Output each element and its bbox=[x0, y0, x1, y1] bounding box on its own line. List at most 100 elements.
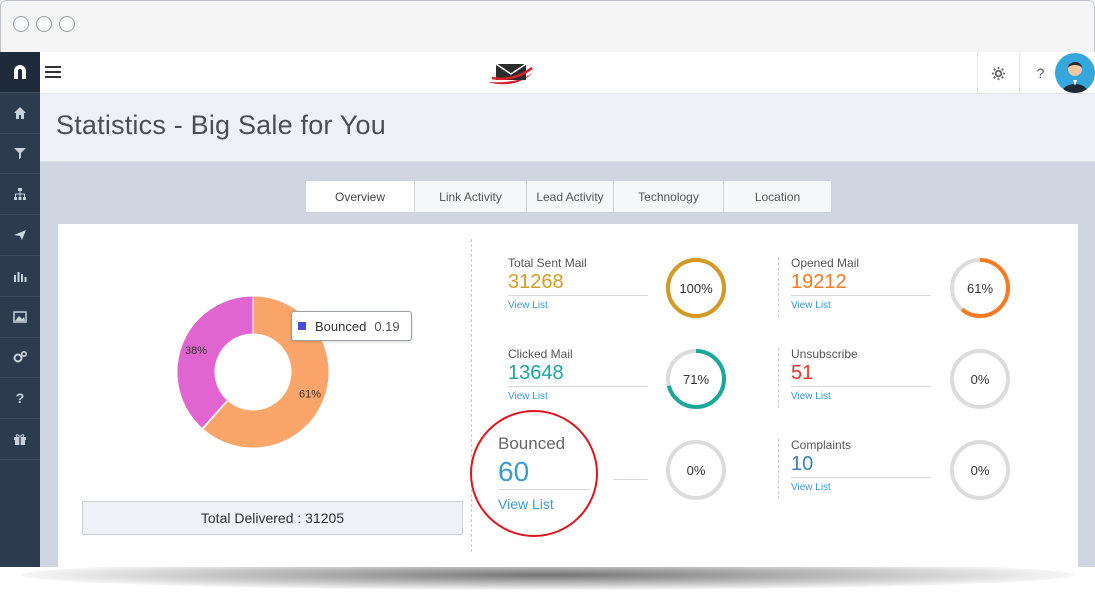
view-list-link[interactable]: View List bbox=[508, 391, 548, 402]
stat-label: Opened Mail bbox=[791, 256, 860, 270]
ring-percent-label: 71% bbox=[683, 372, 709, 387]
hamburger-menu-icon[interactable] bbox=[45, 66, 61, 78]
ring-progress bbox=[666, 349, 726, 409]
view-list-link[interactable]: View List bbox=[791, 391, 831, 402]
tab-bar: Overview Link Activity Lead Activity Tec… bbox=[305, 180, 832, 213]
ring-progress bbox=[666, 258, 726, 318]
tab-lead-activity[interactable]: Lead Activity bbox=[527, 181, 614, 212]
stat-complaints: Complaints 10 View List bbox=[791, 438, 931, 493]
stat-opened: Opened Mail 19212 View List bbox=[791, 256, 931, 311]
window-close-button[interactable] bbox=[13, 16, 29, 32]
stat-value: 31268 bbox=[508, 271, 564, 293]
ring-percent-label: 0% bbox=[971, 463, 990, 478]
window-titlebar bbox=[1, 1, 1094, 53]
donut-slice-other[interactable] bbox=[176, 295, 254, 430]
sidebar-item-campaigns[interactable] bbox=[0, 215, 40, 256]
ring-percent-label: 100% bbox=[679, 281, 713, 296]
view-list-link[interactable]: View List bbox=[791, 300, 831, 311]
donut-data-label: 38% bbox=[185, 345, 207, 357]
stat-underline bbox=[791, 295, 931, 296]
view-list-link[interactable]: View List bbox=[791, 482, 831, 493]
clicked-progress-ring: 71% bbox=[666, 349, 726, 409]
complaints-progress-ring: 0% bbox=[950, 440, 1010, 500]
user-avatar[interactable] bbox=[1055, 53, 1095, 93]
stat-label: Clicked Mail bbox=[508, 347, 573, 361]
stat-unsubscribe: Unsubscribe 51 View List bbox=[791, 347, 931, 402]
stat-label: Complaints bbox=[791, 438, 852, 452]
stat-underline bbox=[508, 295, 648, 296]
sidebar-item-gifts[interactable] bbox=[0, 419, 40, 460]
sidebar-item-settings[interactable] bbox=[0, 338, 40, 379]
help-button[interactable]: ? bbox=[1019, 52, 1061, 94]
ring-track bbox=[950, 349, 1010, 409]
settings-button[interactable] bbox=[977, 52, 1019, 94]
view-list-link[interactable]: View List bbox=[508, 300, 548, 311]
stat-underline bbox=[791, 386, 931, 387]
sidebar-item-home[interactable] bbox=[0, 93, 40, 134]
filter-icon bbox=[14, 148, 26, 160]
tab-overview[interactable]: Overview bbox=[306, 181, 415, 212]
app-logo-icon[interactable] bbox=[0, 52, 40, 93]
tab-technology[interactable]: Technology bbox=[614, 181, 724, 212]
ring-track bbox=[666, 440, 726, 500]
column-divider bbox=[778, 439, 779, 499]
chart-tooltip: Bounced 0.19 bbox=[291, 311, 412, 341]
stat-underline-extension bbox=[613, 479, 648, 480]
sidebar-item-hierarchy[interactable] bbox=[0, 174, 40, 216]
user-avatar-icon bbox=[1062, 62, 1088, 93]
stat-underline bbox=[791, 477, 931, 478]
stat-value: 19212 bbox=[791, 271, 847, 293]
cogs-icon bbox=[13, 351, 27, 363]
sidebar-item-statistics[interactable] bbox=[0, 256, 40, 297]
stat-value: 51 bbox=[791, 362, 814, 384]
ring-track bbox=[950, 440, 1010, 500]
stat-value: 13648 bbox=[508, 362, 564, 384]
stat-total-sent: Total Sent Mail 31268 View List bbox=[508, 256, 648, 311]
top-bar: ? bbox=[40, 52, 1095, 94]
help-button-label: ? bbox=[1036, 65, 1045, 81]
main-content: Overview Link Activity Lead Activity Tec… bbox=[40, 162, 1095, 567]
sent-progress-ring: 100% bbox=[666, 258, 726, 318]
tab-link-activity[interactable]: Link Activity bbox=[415, 181, 527, 212]
window-maximize-button[interactable] bbox=[59, 16, 75, 32]
ring-percent-label: 0% bbox=[971, 372, 990, 387]
gift-icon bbox=[14, 434, 26, 446]
ring-progress bbox=[950, 258, 1010, 318]
total-delivered: Total Delivered : 31205 bbox=[82, 501, 463, 535]
stat-label: Unsubscribe bbox=[791, 347, 858, 361]
sitemap-icon bbox=[14, 188, 26, 201]
home-icon bbox=[14, 106, 26, 119]
gear-icon bbox=[991, 66, 1006, 80]
window-minimize-button[interactable] bbox=[36, 16, 52, 32]
paper-plane-icon bbox=[14, 230, 26, 241]
vertical-divider bbox=[471, 239, 472, 552]
bar-chart-icon bbox=[14, 271, 27, 282]
sidebar: ? bbox=[0, 52, 40, 567]
stat-label: Total Sent Mail bbox=[508, 256, 587, 270]
column-divider bbox=[778, 257, 779, 317]
donut-data-label: 61% bbox=[299, 389, 321, 401]
opened-progress-ring: 61% bbox=[950, 258, 1010, 318]
stat-value: 10 bbox=[791, 453, 814, 475]
bounced-progress-ring: 0% bbox=[666, 440, 726, 500]
stat-clicked: Clicked Mail 13648 View List bbox=[508, 347, 648, 402]
page-title: Statistics - Big Sale for You bbox=[56, 110, 386, 140]
sidebar-item-help[interactable]: ? bbox=[0, 378, 40, 420]
image-icon bbox=[13, 310, 27, 323]
sidebar-item-images[interactable] bbox=[0, 297, 40, 338]
ring-percent-label: 61% bbox=[967, 281, 993, 296]
highlight-circle bbox=[470, 410, 598, 537]
tooltip-swatch bbox=[298, 322, 306, 330]
ring-percent-label: 0% bbox=[687, 463, 706, 478]
question-icon: ? bbox=[15, 390, 25, 407]
tooltip-value: 0.19 bbox=[374, 318, 400, 334]
tooltip-label: Bounced bbox=[315, 318, 367, 334]
column-divider bbox=[778, 348, 779, 408]
overview-panel: 61% 38% Bounced 0.19 Total Delivered : 31… bbox=[58, 224, 1078, 567]
stat-underline bbox=[508, 386, 648, 387]
unsubscribe-progress-ring: 0% bbox=[950, 349, 1010, 409]
page-header: Statistics - Big Sale for You bbox=[40, 94, 1095, 162]
tab-location[interactable]: Location bbox=[724, 181, 831, 212]
sidebar-item-funnel[interactable] bbox=[0, 134, 40, 175]
brand-logo-icon bbox=[488, 63, 534, 85]
